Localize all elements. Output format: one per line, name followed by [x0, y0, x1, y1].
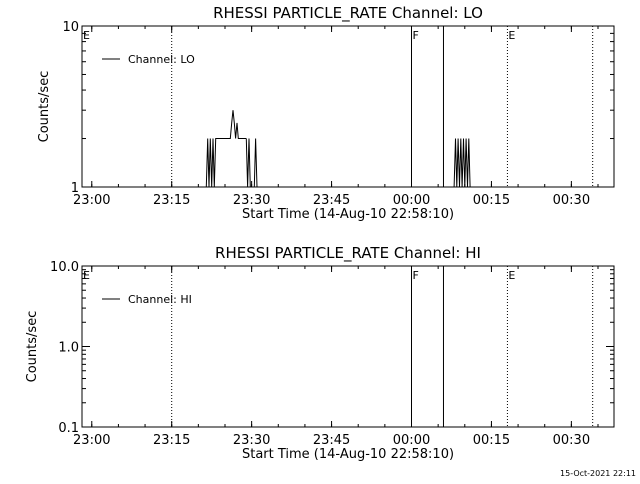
event-marker-label: E [508, 29, 515, 42]
legend-label: Channel: LO [128, 53, 195, 66]
y-tick-label: 10 [62, 20, 79, 35]
x-tick-label: 00:15 [473, 433, 510, 448]
y-axis-label: Counts/sec [25, 311, 40, 383]
plot-frame [81, 265, 615, 428]
x-tick-label: 23:00 [73, 433, 110, 448]
x-tick-label: 23:45 [313, 433, 350, 448]
event-marker-label: E [83, 269, 90, 282]
x-axis-label: Start Time (14-Aug-10 22:58:10) [242, 447, 454, 462]
x-tick-label: 00:30 [553, 433, 590, 448]
series-line [205, 110, 247, 188]
chart-title: RHESSI PARTICLE_RATE Channel: LO [213, 4, 483, 23]
y-tick-label: 1 [71, 181, 79, 196]
x-tick-label: 23:15 [153, 433, 190, 448]
plot-timestamp: 15-Oct-2021 22:11 [560, 469, 636, 478]
x-tick-label: 00:30 [553, 193, 590, 208]
plot-frame [81, 25, 615, 188]
chart-title: RHESSI PARTICLE_RATE Channel: HI [215, 244, 481, 263]
x-tick-label: 23:00 [73, 193, 110, 208]
x-tick-label: 00:15 [473, 193, 510, 208]
event-marker-label: F [413, 29, 419, 42]
x-tick-label: 23:30 [233, 193, 270, 208]
legend-label: Channel: HI [128, 293, 192, 306]
y-tick-label: 10.0 [50, 260, 79, 275]
x-tick-label: 00:00 [393, 433, 430, 448]
x-axis-label: Start Time (14-Aug-10 22:58:10) [242, 207, 454, 222]
event-marker-label: F [413, 269, 419, 282]
x-tick-label: 23:45 [313, 193, 350, 208]
y-tick-label: 1.0 [58, 341, 79, 356]
y-axis-label: Counts/sec [37, 71, 52, 143]
series-line [453, 138, 471, 188]
y-tick-label: 0.1 [58, 421, 79, 436]
x-tick-label: 00:00 [393, 193, 430, 208]
series-line [245, 138, 258, 188]
x-tick-label: 23:15 [153, 193, 190, 208]
x-tick-label: 23:30 [233, 433, 270, 448]
event-marker-label: E [83, 29, 90, 42]
event-marker-label: E [508, 269, 515, 282]
